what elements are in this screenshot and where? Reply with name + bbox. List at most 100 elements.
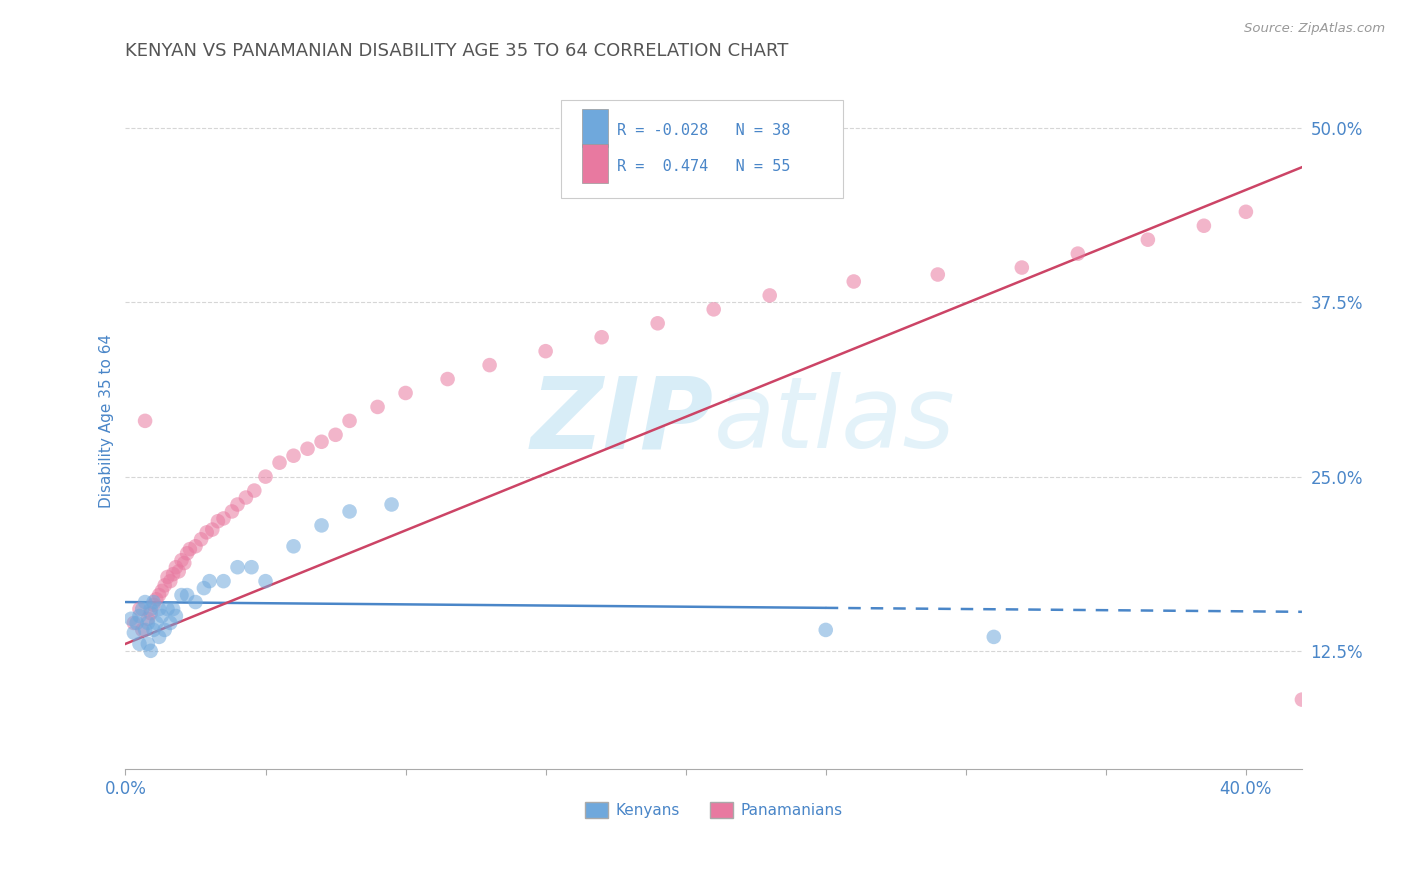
Point xyxy=(212,511,235,525)
Point xyxy=(173,556,195,570)
Point xyxy=(176,546,198,560)
Point xyxy=(165,560,187,574)
Point xyxy=(591,330,613,344)
Point xyxy=(156,570,179,584)
Point xyxy=(240,560,263,574)
Point xyxy=(120,612,142,626)
Point xyxy=(145,615,167,630)
Point xyxy=(136,637,159,651)
Point xyxy=(1136,233,1159,247)
FancyBboxPatch shape xyxy=(582,109,607,147)
Point xyxy=(195,525,218,540)
Point xyxy=(311,518,333,533)
Point xyxy=(148,602,170,616)
Text: R =  0.474   N = 55: R = 0.474 N = 55 xyxy=(617,159,790,174)
Point xyxy=(226,498,249,512)
Point xyxy=(139,606,162,620)
Point xyxy=(134,414,156,428)
Point xyxy=(134,623,156,637)
Point xyxy=(162,602,184,616)
Point xyxy=(142,595,165,609)
Point xyxy=(125,615,148,630)
Point xyxy=(148,630,170,644)
Point xyxy=(814,623,837,637)
Point xyxy=(142,598,165,612)
Point xyxy=(1011,260,1033,275)
Point xyxy=(703,302,725,317)
Point xyxy=(128,637,150,651)
Point xyxy=(198,574,221,589)
Point xyxy=(367,400,389,414)
Point xyxy=(139,602,162,616)
Point xyxy=(170,588,193,602)
Point xyxy=(148,588,170,602)
Legend: Kenyans, Panamanians: Kenyans, Panamanians xyxy=(578,797,849,824)
Point xyxy=(131,623,153,637)
Point xyxy=(1067,246,1090,260)
Point xyxy=(162,567,184,582)
Point xyxy=(179,542,201,557)
Point xyxy=(478,358,501,372)
Point xyxy=(153,623,176,637)
Point xyxy=(381,498,404,512)
Point xyxy=(212,574,235,589)
Point xyxy=(325,427,347,442)
Text: ZIP: ZIP xyxy=(530,372,714,469)
Point xyxy=(193,581,215,595)
Point xyxy=(339,504,361,518)
Point xyxy=(647,316,669,330)
Point xyxy=(311,434,333,449)
Point xyxy=(339,414,361,428)
Point xyxy=(156,602,179,616)
Point xyxy=(134,595,156,609)
Point xyxy=(1192,219,1215,233)
Point xyxy=(1234,204,1257,219)
Point xyxy=(128,602,150,616)
Point xyxy=(983,630,1005,644)
Point xyxy=(436,372,458,386)
Point xyxy=(167,565,190,579)
Point xyxy=(159,574,181,589)
Point xyxy=(842,275,865,289)
Text: Source: ZipAtlas.com: Source: ZipAtlas.com xyxy=(1244,22,1385,36)
Point xyxy=(283,539,305,553)
Point xyxy=(221,504,243,518)
Point xyxy=(226,560,249,574)
Point xyxy=(153,578,176,592)
Point xyxy=(201,523,224,537)
FancyBboxPatch shape xyxy=(582,145,607,183)
Point xyxy=(235,491,257,505)
Point xyxy=(176,588,198,602)
Point xyxy=(145,592,167,607)
Point xyxy=(122,625,145,640)
Point xyxy=(131,602,153,616)
Point xyxy=(170,553,193,567)
Point xyxy=(269,456,291,470)
Text: KENYAN VS PANAMANIAN DISABILITY AGE 35 TO 64 CORRELATION CHART: KENYAN VS PANAMANIAN DISABILITY AGE 35 T… xyxy=(125,42,789,60)
Point xyxy=(534,344,557,359)
Point xyxy=(165,609,187,624)
Point xyxy=(122,615,145,630)
FancyBboxPatch shape xyxy=(561,100,844,198)
Point xyxy=(136,612,159,626)
Point xyxy=(1291,692,1313,706)
Point xyxy=(136,615,159,630)
Point xyxy=(150,583,173,598)
Point xyxy=(254,574,277,589)
Point xyxy=(150,609,173,624)
Text: atlas: atlas xyxy=(714,372,955,469)
Point xyxy=(394,386,416,401)
Point xyxy=(1347,630,1369,644)
Y-axis label: Disability Age 35 to 64: Disability Age 35 to 64 xyxy=(100,334,114,508)
Point xyxy=(758,288,780,302)
Point xyxy=(243,483,266,498)
Point xyxy=(139,644,162,658)
Point xyxy=(190,533,212,547)
Point xyxy=(283,449,305,463)
Point xyxy=(254,469,277,483)
Text: R = -0.028   N = 38: R = -0.028 N = 38 xyxy=(617,123,790,138)
Point xyxy=(128,609,150,624)
Point xyxy=(927,268,949,282)
Point xyxy=(297,442,319,456)
Point xyxy=(142,623,165,637)
